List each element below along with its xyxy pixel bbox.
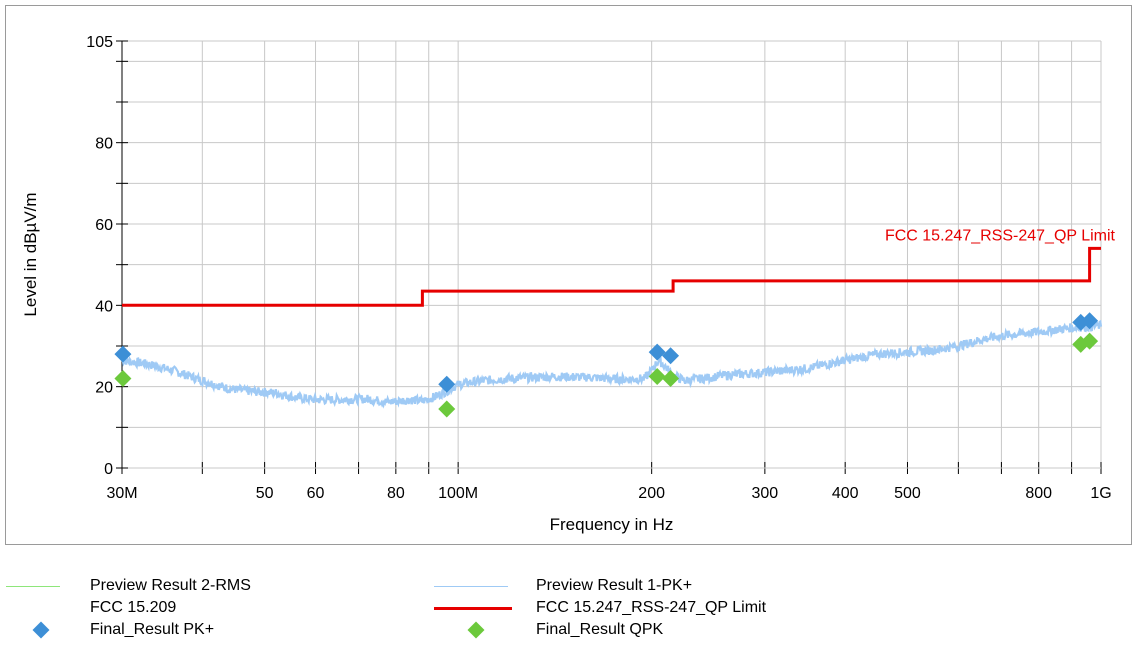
y-tick-label: 20 — [95, 380, 113, 397]
x-tick-label: 400 — [832, 485, 859, 502]
x-tick-label: 50 — [256, 485, 274, 502]
x-tick-label: 60 — [307, 485, 325, 502]
legend-label-final-pk: Final_Result PK+ — [90, 621, 215, 638]
legend-swatch-preview-rms — [6, 586, 60, 587]
y-tick-label: 60 — [95, 217, 113, 234]
final-qpk-marker — [1081, 332, 1099, 350]
final-pk-marker — [114, 345, 132, 363]
legend-swatch-fcc-limit — [434, 607, 512, 610]
y-tick-label: 0 — [104, 461, 113, 478]
limit-line-annotation: FCC 15.247_RSS-247_QP Limit — [885, 227, 1116, 244]
final-pk-marker — [662, 347, 680, 365]
final-pk-marker — [648, 343, 666, 361]
legend-label-preview-pk: Preview Result 1-PK+ — [536, 577, 693, 594]
x-tick-label: 300 — [752, 485, 779, 502]
legend-swatch-preview-pk — [434, 586, 508, 587]
final-qpk-marker — [114, 370, 132, 388]
legend-label-fcc-limit: FCC 15.247_RSS-247_QP Limit — [536, 599, 767, 616]
y-tick-label: 80 — [95, 136, 113, 153]
x-tick-label: 500 — [894, 485, 921, 502]
legend-label-final-qpk: Final_Result QPK — [536, 621, 664, 638]
y-tick-label: 105 — [86, 34, 113, 51]
legend-swatch-final-qpk — [467, 621, 485, 639]
final-pk-marker — [1081, 312, 1099, 330]
x-axis-label: Frequency in Hz — [550, 515, 674, 534]
x-tick-label: 100M — [438, 485, 478, 502]
x-tick-label: 200 — [638, 485, 665, 502]
legend-swatch-final-pk — [32, 621, 50, 639]
limit-line — [122, 246, 1101, 307]
x-tick-label: 80 — [387, 485, 405, 502]
legend-label-fcc-209: FCC 15.209 — [90, 599, 177, 616]
final-qpk-marker — [662, 370, 680, 388]
chart-frame: 30M 50 60 80 100M 200 300 400 500 800 1G 0 20 40 60 80 1… — [5, 5, 1132, 545]
emission-chart: 30M 50 60 80 100M 200 300 400 500 800 1G 0 20 40 60 80 1… — [21, 34, 1116, 534]
x-tick-label: 30M — [106, 485, 137, 502]
y-tick-label: 40 — [95, 298, 113, 315]
legend-label-preview-rms: Preview Result 2-RMS — [90, 577, 251, 594]
preview-pk-trace — [121, 319, 1103, 409]
final-pk-marker — [438, 375, 456, 393]
final-qpk-marker — [438, 400, 456, 418]
x-tick-label: 1G — [1090, 485, 1111, 502]
y-axis-label: Level in dBµV/m — [21, 192, 40, 316]
x-tick-label: 800 — [1025, 485, 1052, 502]
final-qpk-marker — [648, 368, 666, 385]
